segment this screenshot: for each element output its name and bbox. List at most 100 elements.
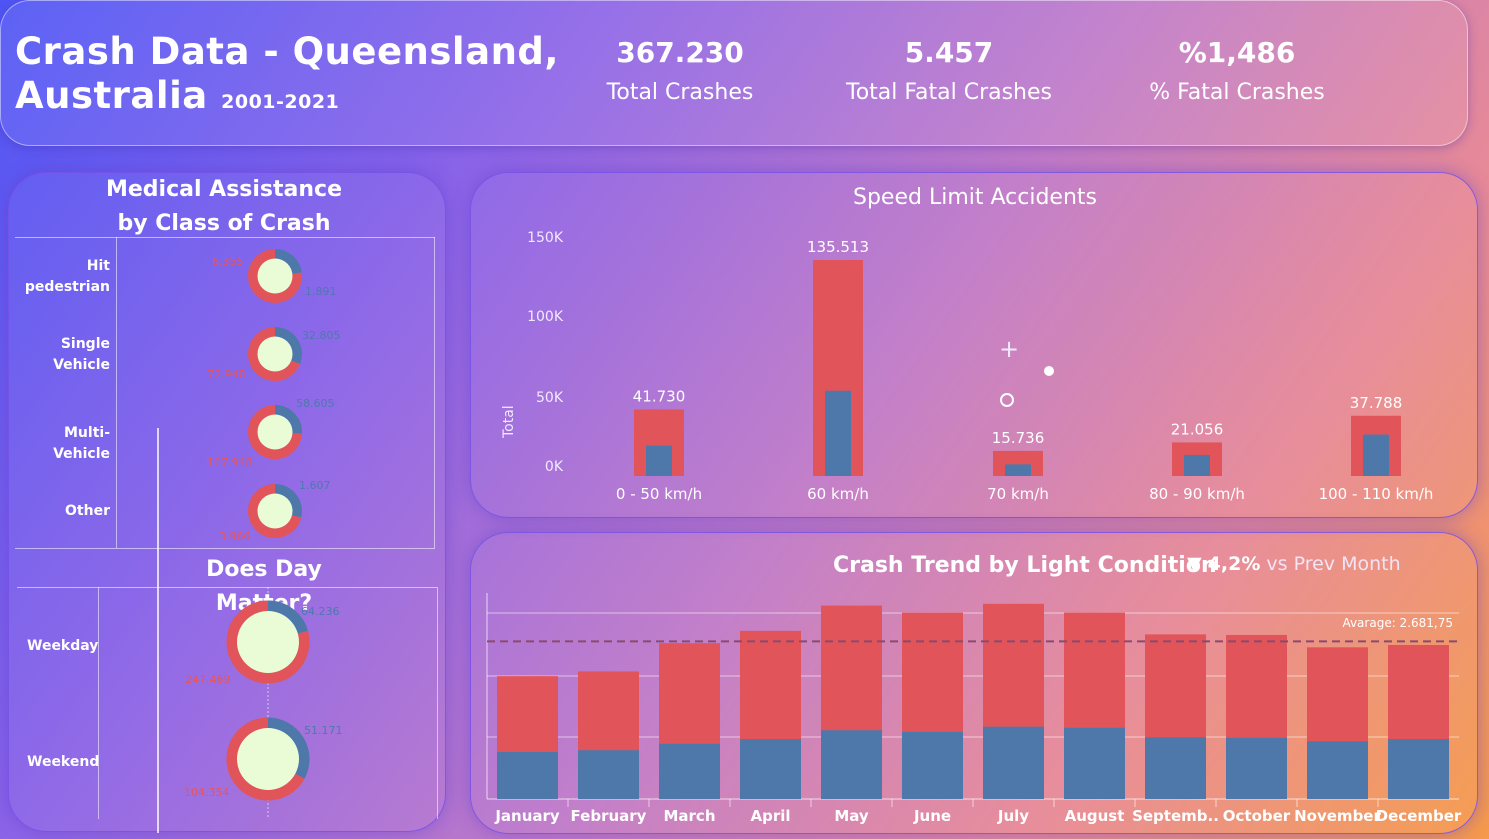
medical-title: Medical Assistance by Class of Crash [9,173,439,241]
speed-bar-medical [825,390,851,476]
trend-bar-chart: January February March April May June July Augu… [486,593,1462,825]
trend-bar-dark [1226,737,1287,799]
trend-bar-dark [659,743,720,799]
class-donut-1-red-slice [248,327,301,381]
circle-marker-icon [1000,393,1014,407]
row-label-weekday: Weekday [27,638,99,654]
speed-y-tick: 50K [536,390,564,406]
grid-line [437,587,438,819]
row-label-hit-pedestrian: Hit pedestrian [9,256,110,298]
class-donut-0-blue-slice [274,249,302,275]
donut-label-blue: 1.607 [299,479,331,492]
day-donut-0-red-slice [226,600,310,684]
day-donut-1-center [237,728,299,790]
donut-label-red: 6.355 [212,255,244,268]
row-label-line: Other [65,503,110,519]
title-years: 2001-2021 [221,91,340,113]
trend-month-label: June [913,807,951,825]
kpi-label: Total Fatal Crashes [846,80,1052,105]
class-donut-3-red-slice [248,484,302,538]
donut-label-blue: 58.605 [296,397,335,410]
trend-month-label: Septemb.. [1132,807,1219,825]
class-donut-2-center [257,414,293,450]
trend-month-label: May [834,807,869,825]
day-donut-1-red-slice [226,717,305,801]
kpi-label: % Fatal Crashes [1149,80,1325,105]
speed-bar-medical [1363,434,1389,476]
donut-label-red: 3.966 [219,530,251,543]
row-label-weekend: Weekend [27,754,100,770]
trend-bar-dark [497,751,558,799]
kpi-value: 5.457 [904,36,994,69]
trend-bar-dark [1064,727,1125,799]
speed-limit-panel: Speed Limit Accidents Total 0K 50K 100K 150… [470,172,1478,518]
medical-assistance-panel: Medical Assistance by Class of Crash Hit… [8,172,446,833]
row-label-line: Hit [86,258,110,274]
header-panel: Crash Data - Queensland, Australia 2001-… [0,0,1468,146]
speed-category-label: 0 - 50 km/h [616,485,702,503]
row-label-multi-vehicle: Multi-Vehicle [9,423,110,465]
donut-label-blue: 51.171 [304,724,343,737]
trend-month-label: October [1223,807,1291,825]
grid-line [15,237,435,238]
trend-delta-value: 4,2% [1207,553,1261,575]
trend-bar-dark [983,726,1044,799]
trend-bar-dark [1145,737,1206,799]
speed-y-tick: 100K [527,309,564,325]
donut-label-red: 104.354 [184,786,230,799]
kpi-total-crashes: 367.230 Total Crashes [550,36,810,116]
class-donut-0-center [257,258,293,294]
dashboard-title: Crash Data - Queensland, Australia 2001-… [15,30,559,124]
medical-title-line-1: Medical Assistance [105,177,343,202]
row-label-other: Other [9,501,110,522]
trend-chart-title: Crash Trend by Light Condition [833,553,1217,578]
speed-y-tick: 150K [527,230,564,246]
speed-category-label: 70 km/h [987,485,1049,503]
crash-trend-panel: Crash Trend by Light Condition ▼ 4,2% vs… [470,532,1478,834]
grid-line [17,587,437,588]
day-donut-0-center [237,611,299,673]
donut-label-blue: 1.891 [305,285,337,298]
speed-chart-title: Speed Limit Accidents [853,185,1097,210]
day-donut-0-blue-slice [267,600,308,634]
class-donut-2-red-slice [248,405,302,459]
medical-title-line-2: by Class of Crash [117,211,331,236]
row-label-line: Single [60,336,110,352]
donut-label-red: 247.469 [185,673,231,686]
title-line-2: Australia [15,74,208,117]
trend-delta-text: vs Prev Month [1266,553,1401,575]
row-label-line: pedestrian [24,279,110,295]
dot-marker-icon [1044,366,1054,376]
trend-bar-dark [1388,739,1449,799]
kpi-label: Total Crashes [606,80,754,105]
speed-category-label: 100 - 110 km/h [1319,485,1434,503]
speed-category-label: 80 - 90 km/h [1149,485,1245,503]
speed-category-label: 60 km/h [807,485,869,503]
trend-bar-dark [740,739,801,799]
grid-line [434,237,435,548]
trend-month-label: August [1065,807,1125,825]
trend-delta: ▼ 4,2% vs Prev Month [1187,553,1401,575]
donut-label-red: 72.948 [207,368,246,381]
speed-bar-chart: 0K 50K 100K 150K 41.730 0 - 50 km/h 135.513 60 … [527,230,1434,503]
class-donut-1-blue-slice [274,327,302,364]
day-donut-1-blue-slice [267,717,310,779]
divider-line [157,428,159,833]
class-donut-3-center [257,493,293,529]
donut-label-blue: 64.236 [301,605,340,618]
trend-month-label: November [1294,807,1381,825]
row-label-line: Multi-Vehicle [53,425,110,462]
grid-line [15,548,435,549]
trend-month-label: December [1376,807,1462,825]
trend-bar-dark [821,730,882,799]
day-donut-chart [226,587,310,819]
trend-month-label: February [571,807,647,825]
grid-line [98,587,99,819]
class-donut-0-red-slice [248,249,302,303]
speed-bar-medical [646,445,672,476]
donut-label-red: 167.948 [207,456,253,469]
trend-bar-dark [578,750,639,799]
kpi-percent-fatal: %1,486 % Fatal Crashes [1107,36,1367,116]
class-donut-3-blue-slice [274,484,302,518]
speed-bar-medical [1005,464,1031,476]
